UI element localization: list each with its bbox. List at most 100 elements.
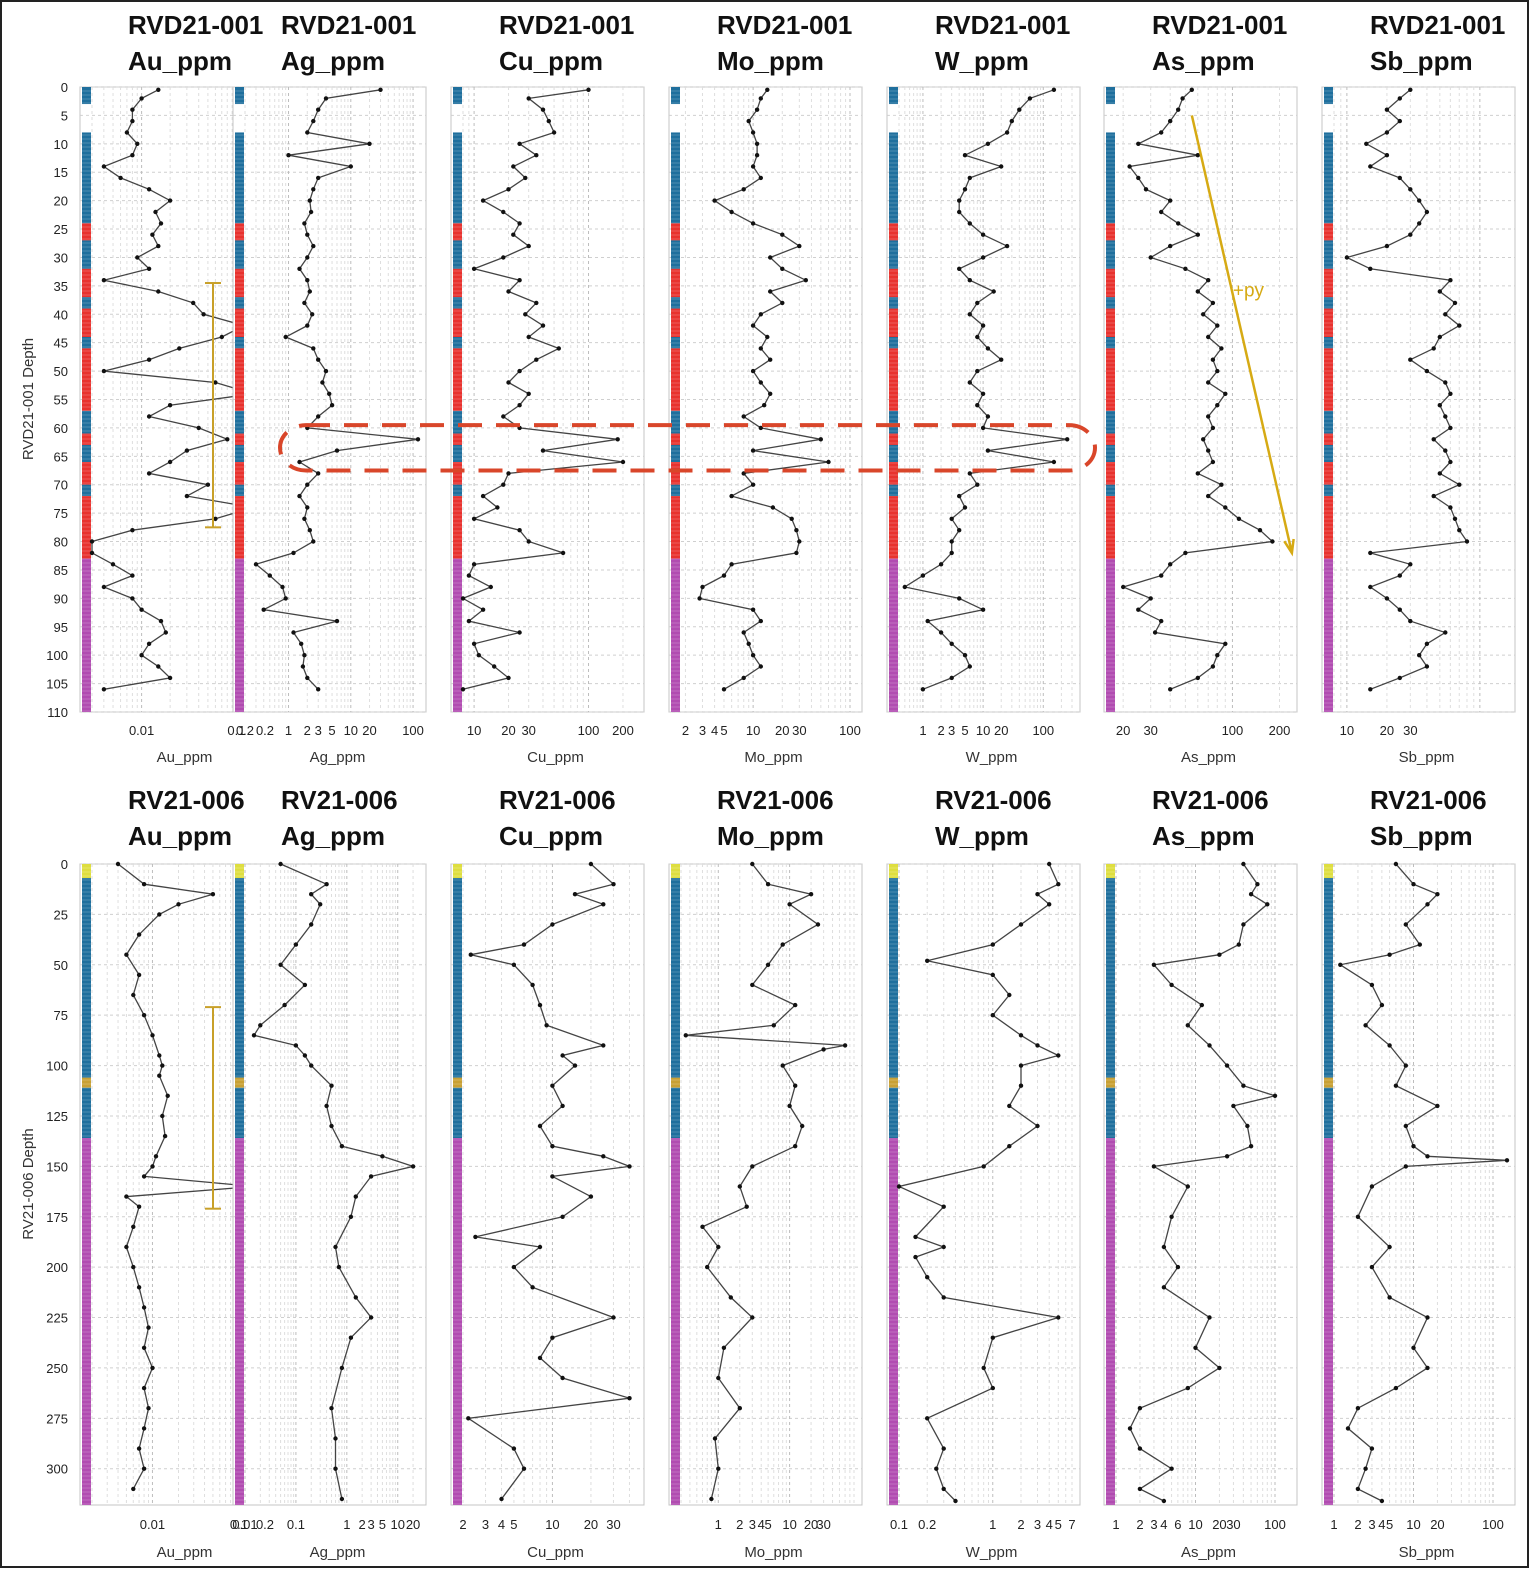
data-point: [1457, 482, 1462, 487]
lithology-interval: [1106, 132, 1115, 224]
panel-title-hole: RV21-006: [935, 785, 1052, 815]
data-point: [975, 482, 980, 487]
data-point: [540, 323, 546, 328]
data-point: [762, 403, 767, 408]
data-point: [729, 562, 734, 567]
data-point: [750, 130, 756, 135]
data-point: [1431, 493, 1436, 499]
lithology-interval: [671, 337, 680, 349]
data-point: [130, 107, 135, 112]
data-point: [115, 861, 121, 867]
x-tick-label: 20: [362, 723, 376, 738]
lithology-interval: [889, 864, 898, 879]
data-point: [1127, 164, 1132, 169]
lithology-interval: [235, 558, 244, 712]
data-point: [1397, 607, 1403, 612]
data-point: [517, 278, 522, 283]
data-point: [124, 1194, 129, 1199]
lithology-interval: [1324, 1077, 1333, 1088]
data-point: [307, 289, 312, 294]
data-point: [758, 664, 763, 669]
data-point: [1137, 1406, 1143, 1411]
lithology-interval: [1106, 1087, 1115, 1139]
data-point: [975, 334, 980, 340]
data-point: [1464, 539, 1470, 544]
panel-title-hole: RVD21-001: [499, 10, 634, 40]
data-point: [1199, 1002, 1205, 1008]
data-point: [1411, 1144, 1416, 1149]
x-tick-label: 2: [736, 1517, 743, 1532]
data-point: [1384, 130, 1390, 135]
x-tick-label: 200: [1269, 723, 1291, 738]
data-point: [1136, 141, 1141, 146]
lithology-interval: [671, 462, 680, 485]
data-point: [471, 266, 477, 271]
data-point: [1159, 618, 1164, 624]
data-point: [101, 164, 107, 169]
data-point: [803, 278, 808, 283]
x-tick-label: 20: [584, 1517, 598, 1532]
data-point: [526, 539, 531, 544]
plot-frame: [668, 863, 863, 1506]
data-point: [280, 584, 285, 590]
depth-tick-label: 75: [54, 506, 68, 521]
x-tick-label: 3: [368, 1517, 375, 1532]
data-point: [1363, 1466, 1368, 1471]
data-point: [1035, 892, 1040, 897]
data-point: [550, 1144, 555, 1149]
data-point: [511, 164, 516, 169]
data-point: [323, 368, 329, 374]
data-point: [697, 596, 702, 601]
data-point: [737, 1406, 742, 1411]
data-point: [156, 87, 161, 93]
x-tick-label: 10: [344, 723, 358, 738]
data-point: [957, 198, 962, 203]
depth-tick-label: 300: [46, 1462, 68, 1477]
trend-arrow: [1190, 115, 1294, 554]
data-point: [1355, 1406, 1361, 1411]
data-point: [537, 1244, 543, 1250]
lithology-interval: [1106, 558, 1115, 712]
x-tick-label: 100: [839, 723, 861, 738]
x-tick-label: 20: [1212, 1517, 1226, 1532]
data-point: [842, 1043, 848, 1048]
data-point: [300, 664, 306, 669]
data-point: [1175, 1264, 1181, 1270]
data-point: [1425, 1154, 1430, 1159]
data-point: [975, 300, 980, 306]
lithology-interval: [453, 864, 462, 879]
x-tick-label: 5: [1055, 1517, 1062, 1532]
lithology-interval: [1324, 348, 1333, 411]
data-point: [1161, 1285, 1167, 1290]
data-point: [305, 323, 310, 328]
lithology-interval: [453, 444, 462, 462]
lithology-interval: [82, 87, 91, 105]
data-point: [1363, 1023, 1368, 1028]
data-point: [938, 630, 944, 635]
lithology-interval: [453, 268, 462, 298]
data-point: [1056, 1053, 1061, 1058]
data-point: [560, 1214, 565, 1220]
data-point: [305, 255, 310, 260]
data-point: [156, 664, 161, 669]
depth-tick-label: 95: [54, 620, 68, 635]
depth-tick-label: 90: [54, 591, 68, 606]
data-point: [316, 107, 321, 112]
data-point: [210, 892, 216, 897]
data-point: [925, 1275, 930, 1280]
data-point: [967, 312, 972, 317]
data-point: [176, 902, 181, 907]
depth-tick-label: 30: [54, 250, 68, 265]
data-point: [1035, 1043, 1040, 1048]
data-point: [118, 175, 123, 181]
data-point: [1417, 221, 1422, 226]
lithology-interval: [1324, 240, 1333, 269]
data-point: [302, 516, 307, 521]
data-point: [794, 550, 799, 556]
data-point: [1270, 539, 1275, 544]
plot-frame: [232, 863, 427, 1506]
data-point: [506, 675, 511, 681]
data-point: [560, 550, 566, 556]
data-point: [1345, 1426, 1351, 1431]
x-tick-label: 0.01: [129, 723, 154, 738]
